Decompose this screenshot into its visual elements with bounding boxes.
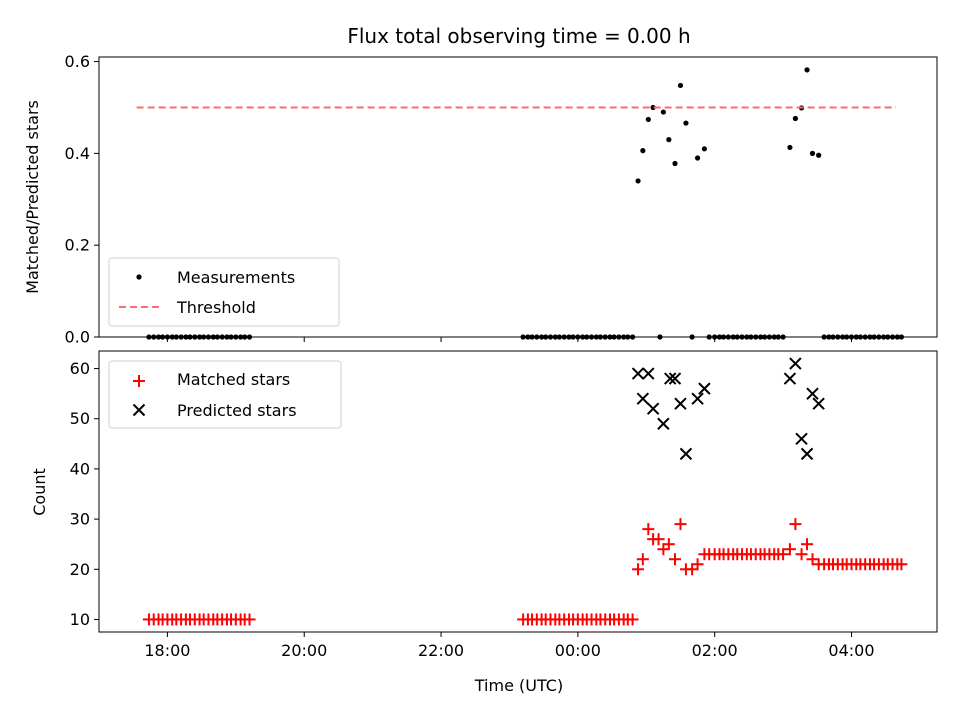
ratio-y-tick-label: 0.2 [65,236,90,255]
matched-stars-point [626,613,639,626]
matched-stars-point [801,538,814,551]
x-tick-label: 22:00 [418,641,464,660]
measurement-point [792,115,798,122]
predicted-stars-point [789,357,802,370]
count-y-tick-label: 30 [70,510,90,529]
predicted-stars-point [646,402,660,415]
predicted-stars-point [674,397,687,410]
measurement-point [677,82,684,89]
measurement-point [640,148,646,154]
count-y-tick-label: 50 [70,409,90,428]
matched-stars-point [642,523,655,536]
matched-stars-point [789,518,802,531]
predicted-stars-point [806,387,819,400]
matched-stars-point [632,563,645,576]
predicted-stars-point [812,397,825,410]
matched-stars-point [777,548,790,561]
x-tick-label: 02:00 [692,641,738,660]
count-plot-area [142,357,908,626]
matched-stars-point [795,548,808,561]
legend-measurements-label: Measurements [177,268,295,287]
ratio-y-tick-label: 0.4 [65,144,90,163]
predicted-stars-point [636,392,650,405]
measurement-point [672,160,678,167]
predicted-stars-point [795,432,808,446]
count-panel: 18:00 20:00 22:00 00:00 02:00 04:00 10 20 30 40 50… [30,350,938,660]
predicted-stars-point [783,372,797,385]
predicted-stars-point [642,367,655,380]
legend-threshold-label: Threshold [176,298,256,317]
measurement-point [694,155,701,161]
count-legend: Matched stars Predicted stars [108,360,342,429]
matched-stars-point [243,613,256,626]
x-tick-label: 00:00 [555,641,601,660]
ratio-y-tick-label: 0.0 [65,328,90,347]
measurement-point [809,150,816,156]
measurement-point [701,146,708,152]
count-y-tick-label: 60 [70,359,90,378]
count-y-tick-label: 10 [70,610,90,629]
matched-stars-point [783,543,796,556]
matched-stars-point [806,553,819,566]
measurement-point [660,109,666,115]
ratio-legend-box [108,257,340,327]
legend-matched-marker [133,375,145,387]
predicted-stars-point [657,417,670,430]
predicted-stars-point [679,447,693,461]
count-plot-frame [98,350,938,633]
matched-stars-point [657,543,670,556]
x-axis-label: Time (UTC) [474,676,563,695]
count-y-axis-label: Count [30,468,49,516]
x-tick-label: 04:00 [828,641,874,660]
ratio-panel: 0.0 0.2 0.4 0.6 Matched/Predicted stars Mea… [23,52,938,347]
legend-measurements-marker [136,274,142,280]
predicted-stars-point [668,372,682,385]
predicted-stars-point [800,447,814,461]
ratio-legend: Measurements Threshold [108,257,340,327]
predicted-stars-point [664,372,677,385]
measurement-point [683,120,689,126]
figure-title: Flux total observing time = 0.00 h [347,24,690,48]
measurement-point [650,104,656,111]
predicted-stars-point [631,367,645,380]
matched-stars-point [691,558,704,571]
count-y-tick-label: 20 [70,560,90,579]
ratio-plot-frame [98,56,938,338]
matched-stars-point [652,533,665,546]
matched-stars-point [686,563,699,576]
count-y-tick-label: 40 [70,459,90,478]
matched-stars-point [674,518,687,531]
ratio-y-axis-label: Matched/Predicted stars [23,100,42,294]
matched-stars-point [895,558,908,571]
measurement-point [635,178,641,184]
legend-predicted-label: Predicted stars [177,401,297,420]
measurement-point [804,67,810,73]
measurement-point [787,144,793,151]
legend-predicted-marker [132,403,146,417]
measurement-point [816,152,822,158]
matched-stars-point [662,538,675,551]
x-tick-label: 18:00 [144,641,190,660]
ratio-y-tick-label: 0.6 [65,52,90,71]
count-legend-box [108,360,342,429]
measurement-point [666,137,672,143]
matched-stars-point [668,553,681,566]
matched-stars-point [636,553,649,566]
predicted-stars-point [698,382,711,395]
x-tick-label: 20:00 [281,641,327,660]
legend-matched-label: Matched stars [177,370,290,389]
predicted-stars-point [691,392,704,405]
measurement-point [645,116,651,123]
